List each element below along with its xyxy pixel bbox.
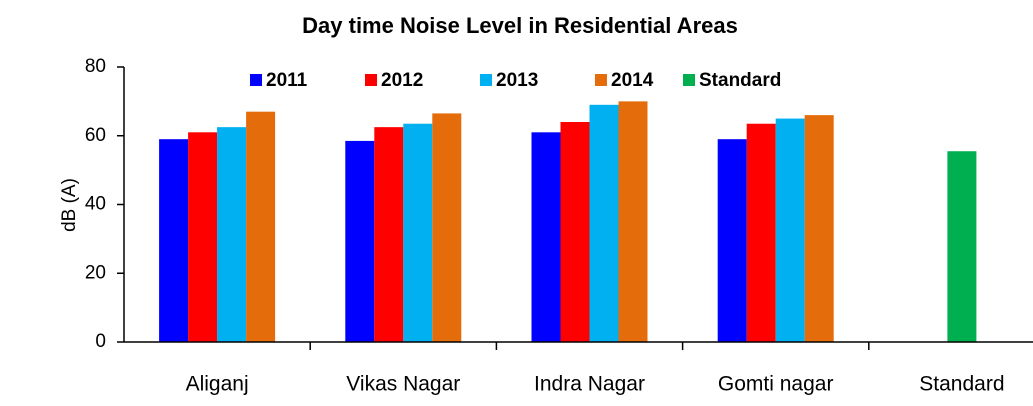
bar xyxy=(374,127,404,342)
bar xyxy=(589,104,619,342)
bar xyxy=(246,111,276,342)
bar xyxy=(717,139,747,342)
legend-label: 2011 xyxy=(266,70,308,91)
bar xyxy=(217,127,247,342)
legend-swatch xyxy=(480,74,492,86)
x-tick-label: Indra Nagar xyxy=(534,373,645,396)
x-tick-label: Vikas Nagar xyxy=(346,373,460,396)
y-axis-label: dB (A) xyxy=(59,178,80,232)
y-tick-label: 60 xyxy=(85,125,106,146)
legend-swatch xyxy=(683,74,695,86)
legend-swatch xyxy=(595,74,607,86)
bar xyxy=(560,122,590,342)
y-tick-label: 0 xyxy=(95,331,106,352)
legend-swatch xyxy=(250,74,262,86)
bar xyxy=(947,151,977,342)
legend-label: 2014 xyxy=(611,70,654,91)
bar xyxy=(804,115,834,342)
legend-swatch xyxy=(365,74,377,86)
bar xyxy=(531,132,561,342)
legend-label: Standard xyxy=(699,70,781,91)
bar xyxy=(188,132,218,342)
x-tick-label: Aliganj xyxy=(186,373,249,396)
x-tick-label: Gomti nagar xyxy=(718,373,834,396)
legend-label: 2013 xyxy=(496,70,538,91)
bar xyxy=(345,140,375,342)
chart-title: Day time Noise Level in Residential Area… xyxy=(302,13,738,38)
y-tick-label: 40 xyxy=(85,194,106,215)
x-tick-label: Standard xyxy=(919,373,1004,396)
y-tick-label: 20 xyxy=(85,262,106,283)
bar xyxy=(775,118,805,342)
legend-label: 2012 xyxy=(381,70,423,91)
bar xyxy=(159,139,189,342)
bar xyxy=(618,101,648,342)
bar xyxy=(432,113,462,342)
y-tick-label: 80 xyxy=(85,56,106,77)
bar xyxy=(746,123,776,342)
bar xyxy=(403,123,433,342)
